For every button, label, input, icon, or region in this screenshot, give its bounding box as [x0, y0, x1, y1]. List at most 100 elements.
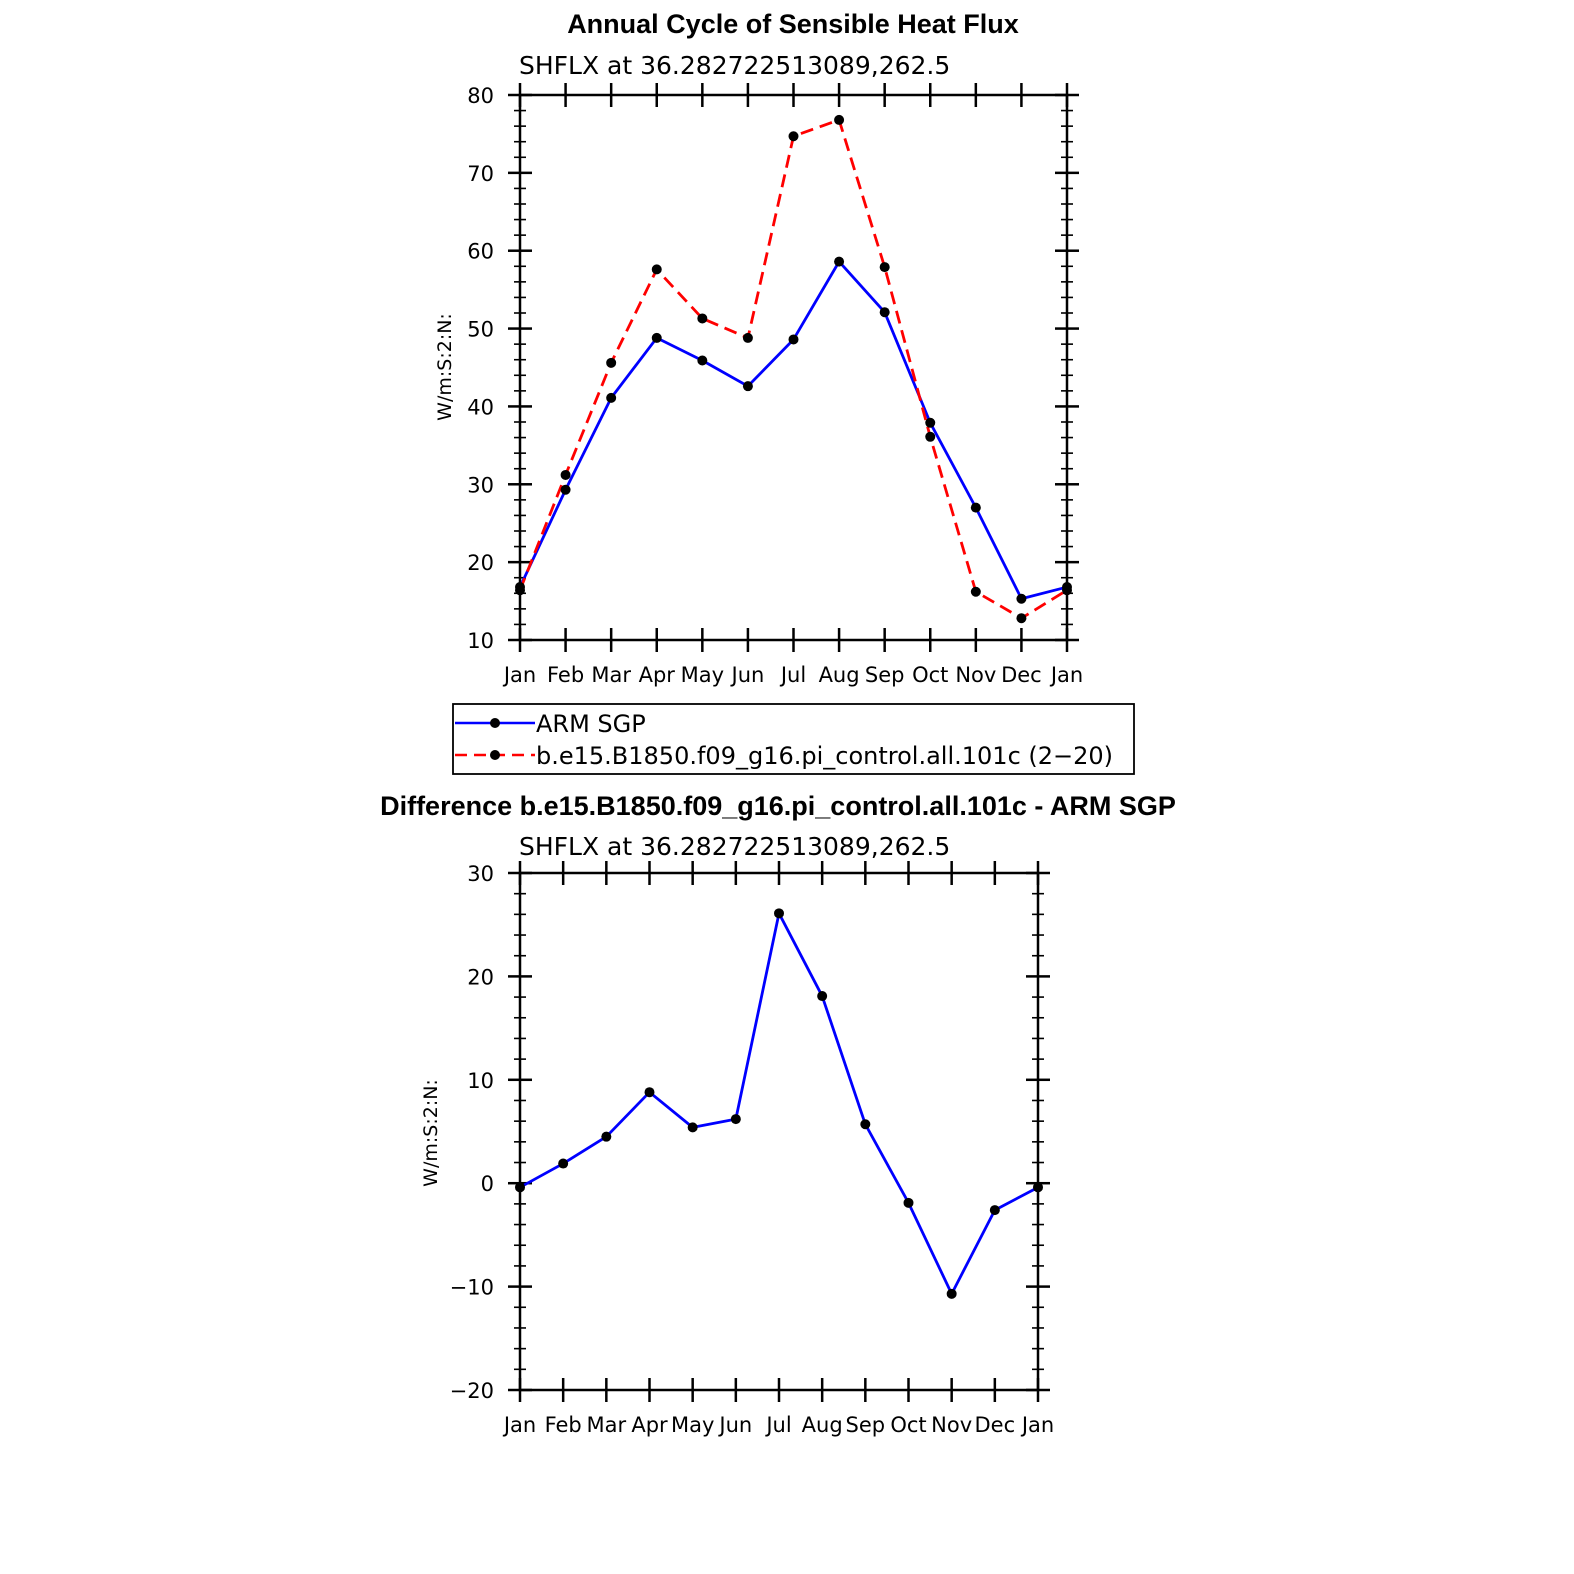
x-tick-label: Dec — [1001, 663, 1042, 687]
x-tick-label: Oct — [890, 1413, 926, 1437]
legend-box — [452, 703, 1135, 775]
legend-entry-model: b.e15.B1850.f09_g16.pi_control.all.101c … — [455, 742, 1113, 770]
plot-frame — [518, 93, 1069, 642]
y-axis-label: W/m:S:2:N: — [434, 313, 456, 421]
data-point-1 — [606, 357, 617, 368]
x-tick-label: Jan — [502, 663, 536, 687]
plot-series — [515, 114, 1072, 624]
x-tick-label: Apr — [639, 663, 676, 687]
data-point-0 — [730, 1114, 741, 1125]
x-tick-label: Nov — [931, 1413, 972, 1437]
y-tick-label: 70 — [467, 162, 494, 186]
plot-series — [515, 908, 1043, 1299]
data-point-1 — [560, 469, 571, 480]
data-point-0 — [742, 381, 753, 392]
legend-marker-model — [490, 750, 500, 760]
y-tick-label: 40 — [467, 395, 494, 419]
series-line-0 — [519, 911, 1039, 1296]
legend-label-model: b.e15.B1850.f09_g16.pi_control.all.101c … — [536, 742, 1113, 770]
y-tick-label: 20 — [467, 965, 494, 989]
data-point-0 — [1016, 593, 1027, 604]
data-point-0 — [860, 1119, 871, 1130]
data-point-1 — [1062, 585, 1072, 596]
data-point-0 — [925, 417, 936, 428]
x-tick-label: Jul — [764, 1413, 791, 1437]
data-point-0 — [946, 1288, 957, 1299]
x-tick-label: May — [681, 663, 724, 687]
data-point-1 — [697, 313, 708, 324]
x-tick-label: Mar — [591, 663, 631, 687]
x-tick-label: Jul — [779, 663, 806, 687]
data-point-0 — [788, 334, 799, 345]
data-point-0 — [515, 1182, 525, 1193]
x-tick-label: Jan — [1049, 663, 1083, 687]
x-tick-label: Jan — [502, 1413, 536, 1437]
legend: ARM SGP b.e15.B1850.f09_g16.pi_control.a… — [452, 703, 1135, 775]
y-axis-label: W/m:S:2:N: — [420, 1079, 442, 1187]
legend-marker-arm-sgp — [490, 718, 500, 728]
x-tick-label: Mar — [587, 1413, 627, 1437]
data-point-0 — [989, 1205, 1000, 1216]
y-tick-label: 60 — [467, 240, 494, 264]
data-point-0 — [560, 484, 571, 495]
data-point-0 — [1033, 1182, 1043, 1193]
data-point-0 — [970, 502, 981, 513]
plot-frame — [518, 871, 1040, 1392]
data-point-0 — [558, 1158, 569, 1169]
series-line-0 — [518, 260, 1068, 601]
x-tick-label: Aug — [819, 663, 860, 687]
chart-subtitle: SHFLX at 36.282722513089,262.5 — [519, 832, 950, 861]
y-tick-label: 80 — [467, 84, 494, 108]
x-tick-label: Oct — [912, 663, 948, 687]
data-point-0 — [774, 908, 784, 919]
axes: Jan Feb Mar Apr May Jun Jul Aug Sep Oct Nov Dec Jan−… — [450, 861, 1054, 1437]
y-tick-label: −20 — [450, 1379, 494, 1403]
data-point-0 — [606, 392, 617, 403]
x-tick-label: Sep — [865, 663, 905, 687]
x-tick-label: Apr — [631, 1413, 668, 1437]
x-tick-label: Dec — [975, 1413, 1016, 1437]
x-tick-label: Jun — [730, 663, 765, 687]
data-point-0 — [601, 1131, 612, 1142]
legend-label-arm-sgp: ARM SGP — [536, 710, 646, 738]
y-tick-label: 0 — [481, 1172, 494, 1196]
axes: Jan Feb Mar Apr May Jun Jul Aug Sep Oct Nov Dec Jan 1… — [467, 83, 1083, 687]
series-line-1 — [518, 118, 1068, 620]
y-tick-label: 30 — [467, 473, 494, 497]
chart-title: Annual Cycle of Sensible Heat Flux — [567, 9, 1019, 39]
data-point-0 — [817, 991, 828, 1002]
data-point-1 — [651, 264, 662, 275]
annual-cycle-chart: Annual Cycle of Sensible Heat Flux SHFLX… — [434, 9, 1083, 687]
y-tick-label: 50 — [467, 318, 494, 342]
x-tick-label: Feb — [547, 663, 584, 687]
y-tick-label: 30 — [467, 862, 494, 886]
data-point-1 — [515, 585, 525, 596]
y-tick-label: 10 — [467, 629, 494, 653]
data-point-0 — [697, 355, 708, 366]
data-point-0 — [903, 1197, 914, 1208]
y-tick-label: −10 — [450, 1276, 494, 1300]
x-tick-label: Nov — [955, 663, 996, 687]
y-tick-label: 10 — [467, 1069, 494, 1093]
x-tick-label: Sep — [846, 1413, 886, 1437]
data-point-0 — [651, 332, 662, 343]
data-point-0 — [687, 1122, 698, 1133]
data-point-1 — [742, 332, 753, 343]
chart-subtitle: SHFLX at 36.282722513089,262.5 — [519, 51, 950, 80]
data-point-0 — [834, 256, 845, 267]
data-point-1 — [970, 586, 981, 597]
y-tick-label: 20 — [467, 551, 494, 575]
chart-title: Difference b.e15.B1850.f09_g16.pi_contro… — [380, 791, 1176, 821]
data-point-0 — [879, 307, 890, 318]
data-point-1 — [834, 114, 845, 125]
x-tick-label: May — [671, 1413, 714, 1437]
legend-entry-arm-sgp: ARM SGP — [455, 710, 646, 738]
data-point-1 — [788, 131, 799, 142]
x-tick-label: Aug — [802, 1413, 843, 1437]
data-point-1 — [1016, 613, 1027, 624]
difference-chart: Difference b.e15.B1850.f09_g16.pi_contro… — [380, 791, 1176, 1437]
data-point-1 — [925, 431, 936, 442]
x-tick-label: Jan — [1020, 1413, 1054, 1437]
data-point-1 — [879, 262, 890, 273]
